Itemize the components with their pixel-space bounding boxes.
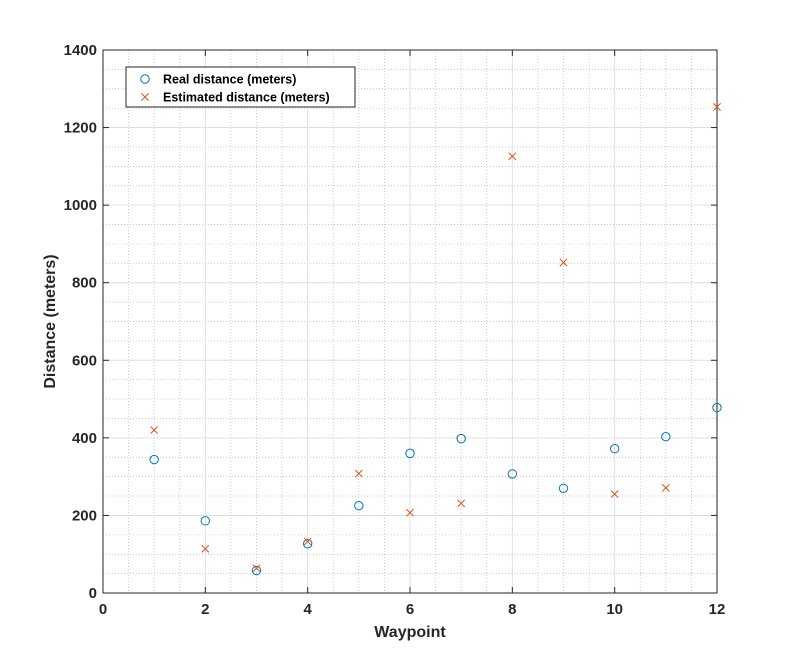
major-grid <box>102 49 718 594</box>
x-tick-label: 12 <box>709 601 726 618</box>
legend-entry-label: Estimated distance (meters) <box>163 91 330 105</box>
legend-entries: Real distance (meters) Estimated distance… <box>140 73 330 105</box>
x-tick-label: 10 <box>606 601 623 618</box>
estimated-distance-point <box>559 258 568 267</box>
real-distance-point <box>712 402 722 413</box>
axis-ticks <box>102 49 718 594</box>
real-distance-point <box>200 516 211 526</box>
y-tick-label: 200 <box>72 507 97 524</box>
legend-box <box>125 66 356 108</box>
estimated-distance-point <box>303 537 312 546</box>
y-tick-label: 1400 <box>64 42 97 59</box>
x-tick-label: 8 <box>508 601 516 618</box>
estimated-distance-point <box>713 103 721 111</box>
legend-marker <box>140 74 150 84</box>
series-estimated-distance <box>150 103 721 573</box>
y-tick-label: 400 <box>72 430 97 447</box>
estimated-distance-point <box>354 469 363 478</box>
real-distance-point <box>609 444 620 454</box>
x-tick-label: 4 <box>303 601 312 618</box>
x-tick-label: 2 <box>201 601 209 618</box>
real-distance-point <box>405 448 415 459</box>
y-tick-label: 0 <box>89 585 97 602</box>
y-tick-label: 1200 <box>64 120 97 137</box>
tick-labels: 0 2 4 6 8 10 12 0 200 400 600 800 1000 1200 1400 <box>64 42 726 618</box>
estimated-distance-point <box>201 544 210 553</box>
series-real-distance <box>149 402 722 576</box>
estimated-distance-point <box>508 152 517 161</box>
y-tick-label: 800 <box>72 275 97 292</box>
estimated-distance-point <box>406 508 414 517</box>
real-distance-point <box>507 469 518 479</box>
real-distance-point <box>456 433 466 444</box>
estimated-distance-point <box>610 490 619 499</box>
legend-entry-label: Real distance (meters) <box>163 73 296 87</box>
x-tick-label: 0 <box>99 601 107 618</box>
y-axis-label: Distance (meters) <box>42 254 59 388</box>
y-tick-label: 600 <box>72 352 97 369</box>
x-tick-label: 6 <box>406 601 414 618</box>
x-axis-label: Waypoint <box>374 624 446 641</box>
y-tick-label: 1000 <box>64 197 97 214</box>
real-distance-point <box>251 565 262 576</box>
real-distance-point <box>661 431 671 442</box>
real-distance-point <box>558 483 569 493</box>
estimated-distance-point <box>252 564 261 573</box>
real-distance-point <box>302 539 313 549</box>
real-distance-point <box>354 501 364 511</box>
legend-marker <box>141 93 149 101</box>
estimated-distance-point <box>457 499 466 508</box>
estimated-distance-point <box>661 483 670 492</box>
estimated-distance-point <box>150 426 159 435</box>
legend: Real distance (meters) Estimated distance… <box>125 66 356 108</box>
data-points <box>149 103 722 576</box>
real-distance-point <box>149 454 159 465</box>
